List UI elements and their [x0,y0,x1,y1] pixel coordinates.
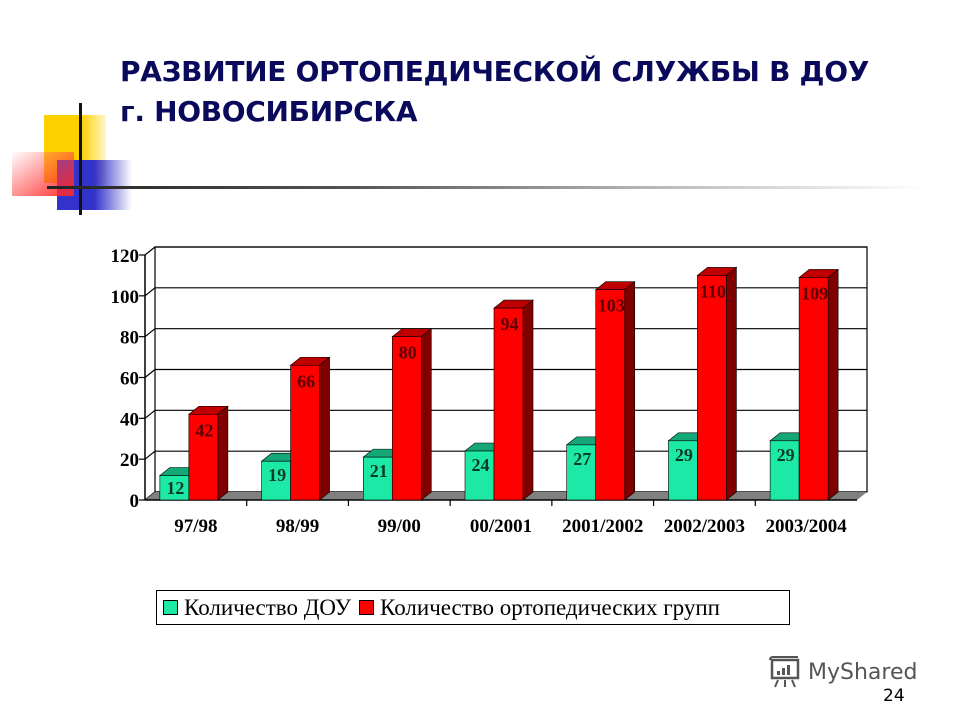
bar-dou [769,440,800,501]
bar-side [624,281,636,501]
x-tick-label: 97/98 [174,516,217,537]
x-tick-label: 2001/2002 [562,516,643,537]
y-tick-label: 40 [120,409,139,430]
slide-title-line1: РАЗВИТИЕ ОРТОПЕДИЧЕСКОЙ СЛУЖБЫ В ДОУ [120,55,869,88]
gridline-diag [144,409,156,419]
x-tick-label: 99/00 [378,516,421,537]
y-tick-label: 100 [111,287,140,308]
bar-value-label: 12 [166,478,184,498]
legend-label-dou: Количество ДОУ [184,594,352,620]
gridline-diag [144,369,156,378]
page-number: 24 [883,686,905,706]
x-tick-label: 2003/2004 [766,516,848,537]
bar-value-label: 42 [195,420,213,440]
gridline-diag [144,246,156,256]
slide-title: РАЗВИТИЕ ОРТОПЕДИЧЕСКОЙ СЛУЖБЫ В ДОУ г. … [120,52,869,132]
legend-swatch-green [163,600,178,615]
bar-side [319,356,330,501]
bar-value-label: 94 [501,314,519,334]
gridline-diag [144,450,156,460]
bar-value-label: 110 [700,281,726,301]
legend-item-dou: Количество ДОУ [163,595,351,621]
bar-value-label: 103 [598,296,625,316]
bar-value-label: 66 [297,371,315,391]
watermark-text: MyShared [808,659,918,685]
bar-value-label: 29 [777,445,795,465]
bar-value-label: 24 [472,455,490,475]
legend-label-groups: Количество ортопедических групп [380,594,720,620]
bar-value-label: 80 [399,343,417,363]
bar-groups [697,275,727,501]
decor-vertical-line [79,103,82,215]
bar-dou [159,475,190,501]
bar-value-label: 21 [370,461,388,481]
bar-dou [464,450,495,501]
bar-groups [391,336,422,501]
gridline-diag [144,328,156,338]
chart-legend: Количество ДОУ Количество ортопедических… [156,590,790,625]
y-tick-label: 60 [120,369,139,390]
y-tick-label: 80 [120,328,139,349]
gridline-diag [144,287,156,297]
bar-value-label: 27 [573,449,591,469]
bar-dou [668,440,698,501]
bar-dou [261,460,291,501]
bar-value-label: 19 [268,465,286,485]
y-tick-label: 120 [111,246,140,267]
bar-groups [493,307,524,501]
bar-side [420,328,432,501]
bar-side [217,405,229,501]
x-tick-label: 2002/2003 [664,516,745,537]
legend-item-groups: Количество ортопедических групп [359,595,720,621]
x-tick-label: 98/99 [276,516,319,537]
bar-groups [188,413,219,501]
x-tick-label: 00/2001 [470,516,532,537]
bar-dou [566,444,597,501]
slide-title-line2: г. НОВОСИБИРСКА [120,95,418,128]
watermark: MyShared [768,656,917,688]
y-tick-label: 20 [120,450,139,471]
decor-horizontal-line [47,186,927,189]
presentation-board-icon [769,656,800,688]
bar-value-label: 109 [801,283,828,303]
bar-side [726,266,737,501]
bar-dou [362,456,393,501]
bar-value-label: 29 [675,445,693,465]
bar-side [827,268,839,501]
y-tick-label: 0 [130,491,140,512]
bar-groups [595,289,626,501]
bar-groups [798,277,829,501]
bar-groups [290,364,320,501]
bar-side [522,299,534,501]
legend-swatch-red [359,600,375,615]
